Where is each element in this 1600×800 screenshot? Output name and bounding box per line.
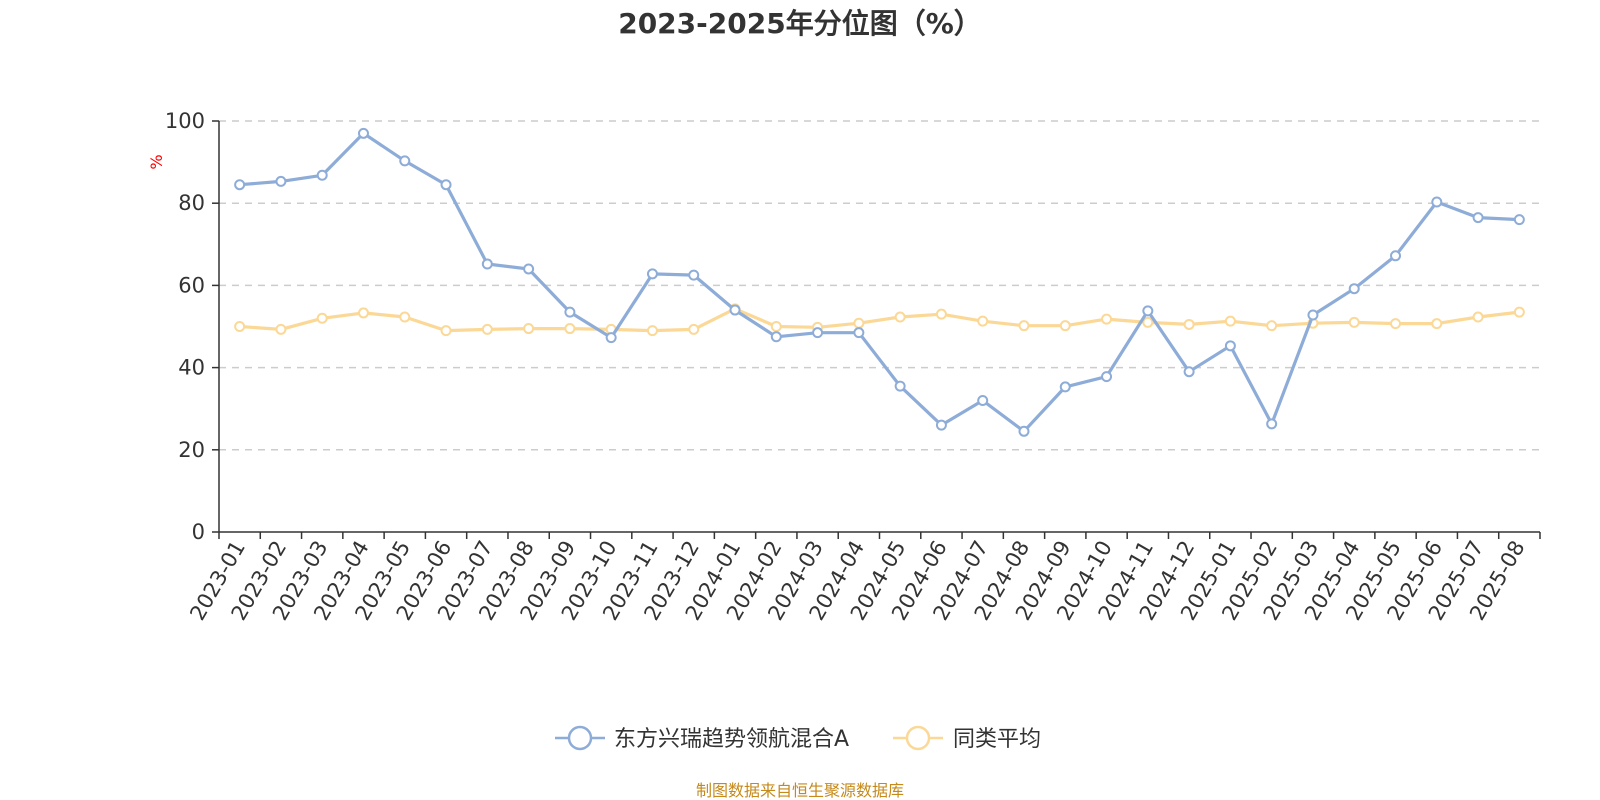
x-ticks-layer: 2023-012023-022023-032023-042023-052023-…	[185, 532, 1541, 624]
legend: 东方兴瑞趋势领航混合A 同类平均	[555, 725, 1041, 752]
axes-layer: %	[147, 121, 1540, 533]
y-ticks-layer: 0 20 40 60 80 100	[165, 109, 219, 544]
data-point[interactable]	[1431, 318, 1443, 330]
data-point[interactable]	[853, 317, 865, 329]
data-point[interactable]	[1018, 320, 1030, 332]
data-point[interactable]	[1348, 316, 1360, 328]
data-point[interactable]	[729, 304, 741, 316]
data-point[interactable]	[564, 323, 576, 335]
data-point[interactable]	[853, 327, 865, 339]
data-point[interactable]	[688, 323, 700, 335]
data-point[interactable]	[523, 263, 535, 275]
y-axis-unit-label: %	[147, 154, 166, 169]
data-point[interactable]	[481, 258, 493, 270]
y-tick-label: 20	[178, 438, 205, 462]
series-layer	[234, 127, 1525, 437]
data-point[interactable]	[523, 323, 535, 335]
data-point[interactable]	[357, 127, 369, 139]
data-point[interactable]	[1101, 371, 1113, 383]
data-point[interactable]	[316, 312, 328, 324]
data-point[interactable]	[1513, 214, 1525, 226]
data-point[interactable]	[440, 325, 452, 337]
data-point[interactable]	[1431, 196, 1443, 208]
legend-item-series-a[interactable]: 东方兴瑞趋势领航混合A	[555, 725, 849, 752]
source-note: 制图数据来自恒生聚源数据库	[696, 781, 904, 800]
series-line	[239, 131, 1520, 433]
data-point[interactable]	[1059, 320, 1071, 332]
data-point[interactable]	[770, 331, 782, 343]
data-point[interactable]	[1059, 381, 1071, 393]
data-point[interactable]	[688, 269, 700, 281]
data-point[interactable]	[935, 308, 947, 320]
data-point[interactable]	[1390, 318, 1402, 330]
data-point[interactable]	[1018, 425, 1030, 437]
legend-marker-series-b	[905, 725, 931, 751]
data-point[interactable]	[977, 394, 989, 406]
data-point[interactable]	[275, 175, 287, 187]
chart-title: 2023-2025年分位图（%）	[618, 7, 982, 40]
data-point[interactable]	[894, 311, 906, 323]
data-point[interactable]	[357, 307, 369, 319]
y-tick-label: 40	[178, 356, 205, 380]
legend-item-series-b[interactable]: 同类平均	[893, 725, 1041, 752]
data-point[interactable]	[605, 332, 617, 344]
data-point[interactable]	[1142, 305, 1154, 317]
data-point[interactable]	[1307, 309, 1319, 321]
data-point[interactable]	[1266, 320, 1278, 332]
y-tick-label: 0	[192, 520, 205, 544]
data-point[interactable]	[564, 306, 576, 318]
legend-marker-series-a	[567, 725, 593, 751]
data-point[interactable]	[440, 179, 452, 191]
legend-label-series-a: 东方兴瑞趋势领航混合A	[614, 727, 849, 752]
data-point[interactable]	[1348, 283, 1360, 295]
data-point[interactable]	[399, 155, 411, 167]
series-line	[239, 307, 1520, 333]
data-point[interactable]	[399, 311, 411, 323]
data-point[interactable]	[275, 323, 287, 335]
data-point[interactable]	[770, 321, 782, 332]
data-point[interactable]	[894, 380, 906, 392]
data-point[interactable]	[646, 325, 658, 337]
data-point[interactable]	[234, 321, 246, 332]
data-point[interactable]	[1266, 418, 1278, 430]
data-point[interactable]	[1183, 318, 1195, 330]
data-point[interactable]	[481, 323, 493, 335]
grid-layer	[219, 120, 1540, 451]
data-point[interactable]	[977, 315, 989, 327]
data-point[interactable]	[234, 179, 246, 191]
data-point[interactable]	[935, 419, 947, 431]
y-tick-label: 60	[178, 273, 205, 297]
series-a	[234, 127, 1525, 437]
data-point[interactable]	[812, 327, 824, 339]
data-point[interactable]	[1101, 313, 1113, 325]
data-point[interactable]	[1513, 306, 1525, 318]
y-tick-label: 80	[178, 191, 205, 215]
series-b	[234, 303, 1525, 337]
legend-label-series-b: 同类平均	[953, 727, 1041, 752]
y-tick-label: 100	[165, 109, 205, 133]
data-point[interactable]	[316, 169, 328, 181]
data-point[interactable]	[1224, 340, 1236, 352]
data-point[interactable]	[1472, 311, 1484, 323]
data-point[interactable]	[1390, 250, 1402, 262]
data-point[interactable]	[1472, 212, 1484, 224]
data-point[interactable]	[1224, 315, 1236, 327]
data-point[interactable]	[1183, 366, 1195, 378]
data-point[interactable]	[646, 268, 658, 280]
data-point[interactable]	[1142, 316, 1154, 328]
